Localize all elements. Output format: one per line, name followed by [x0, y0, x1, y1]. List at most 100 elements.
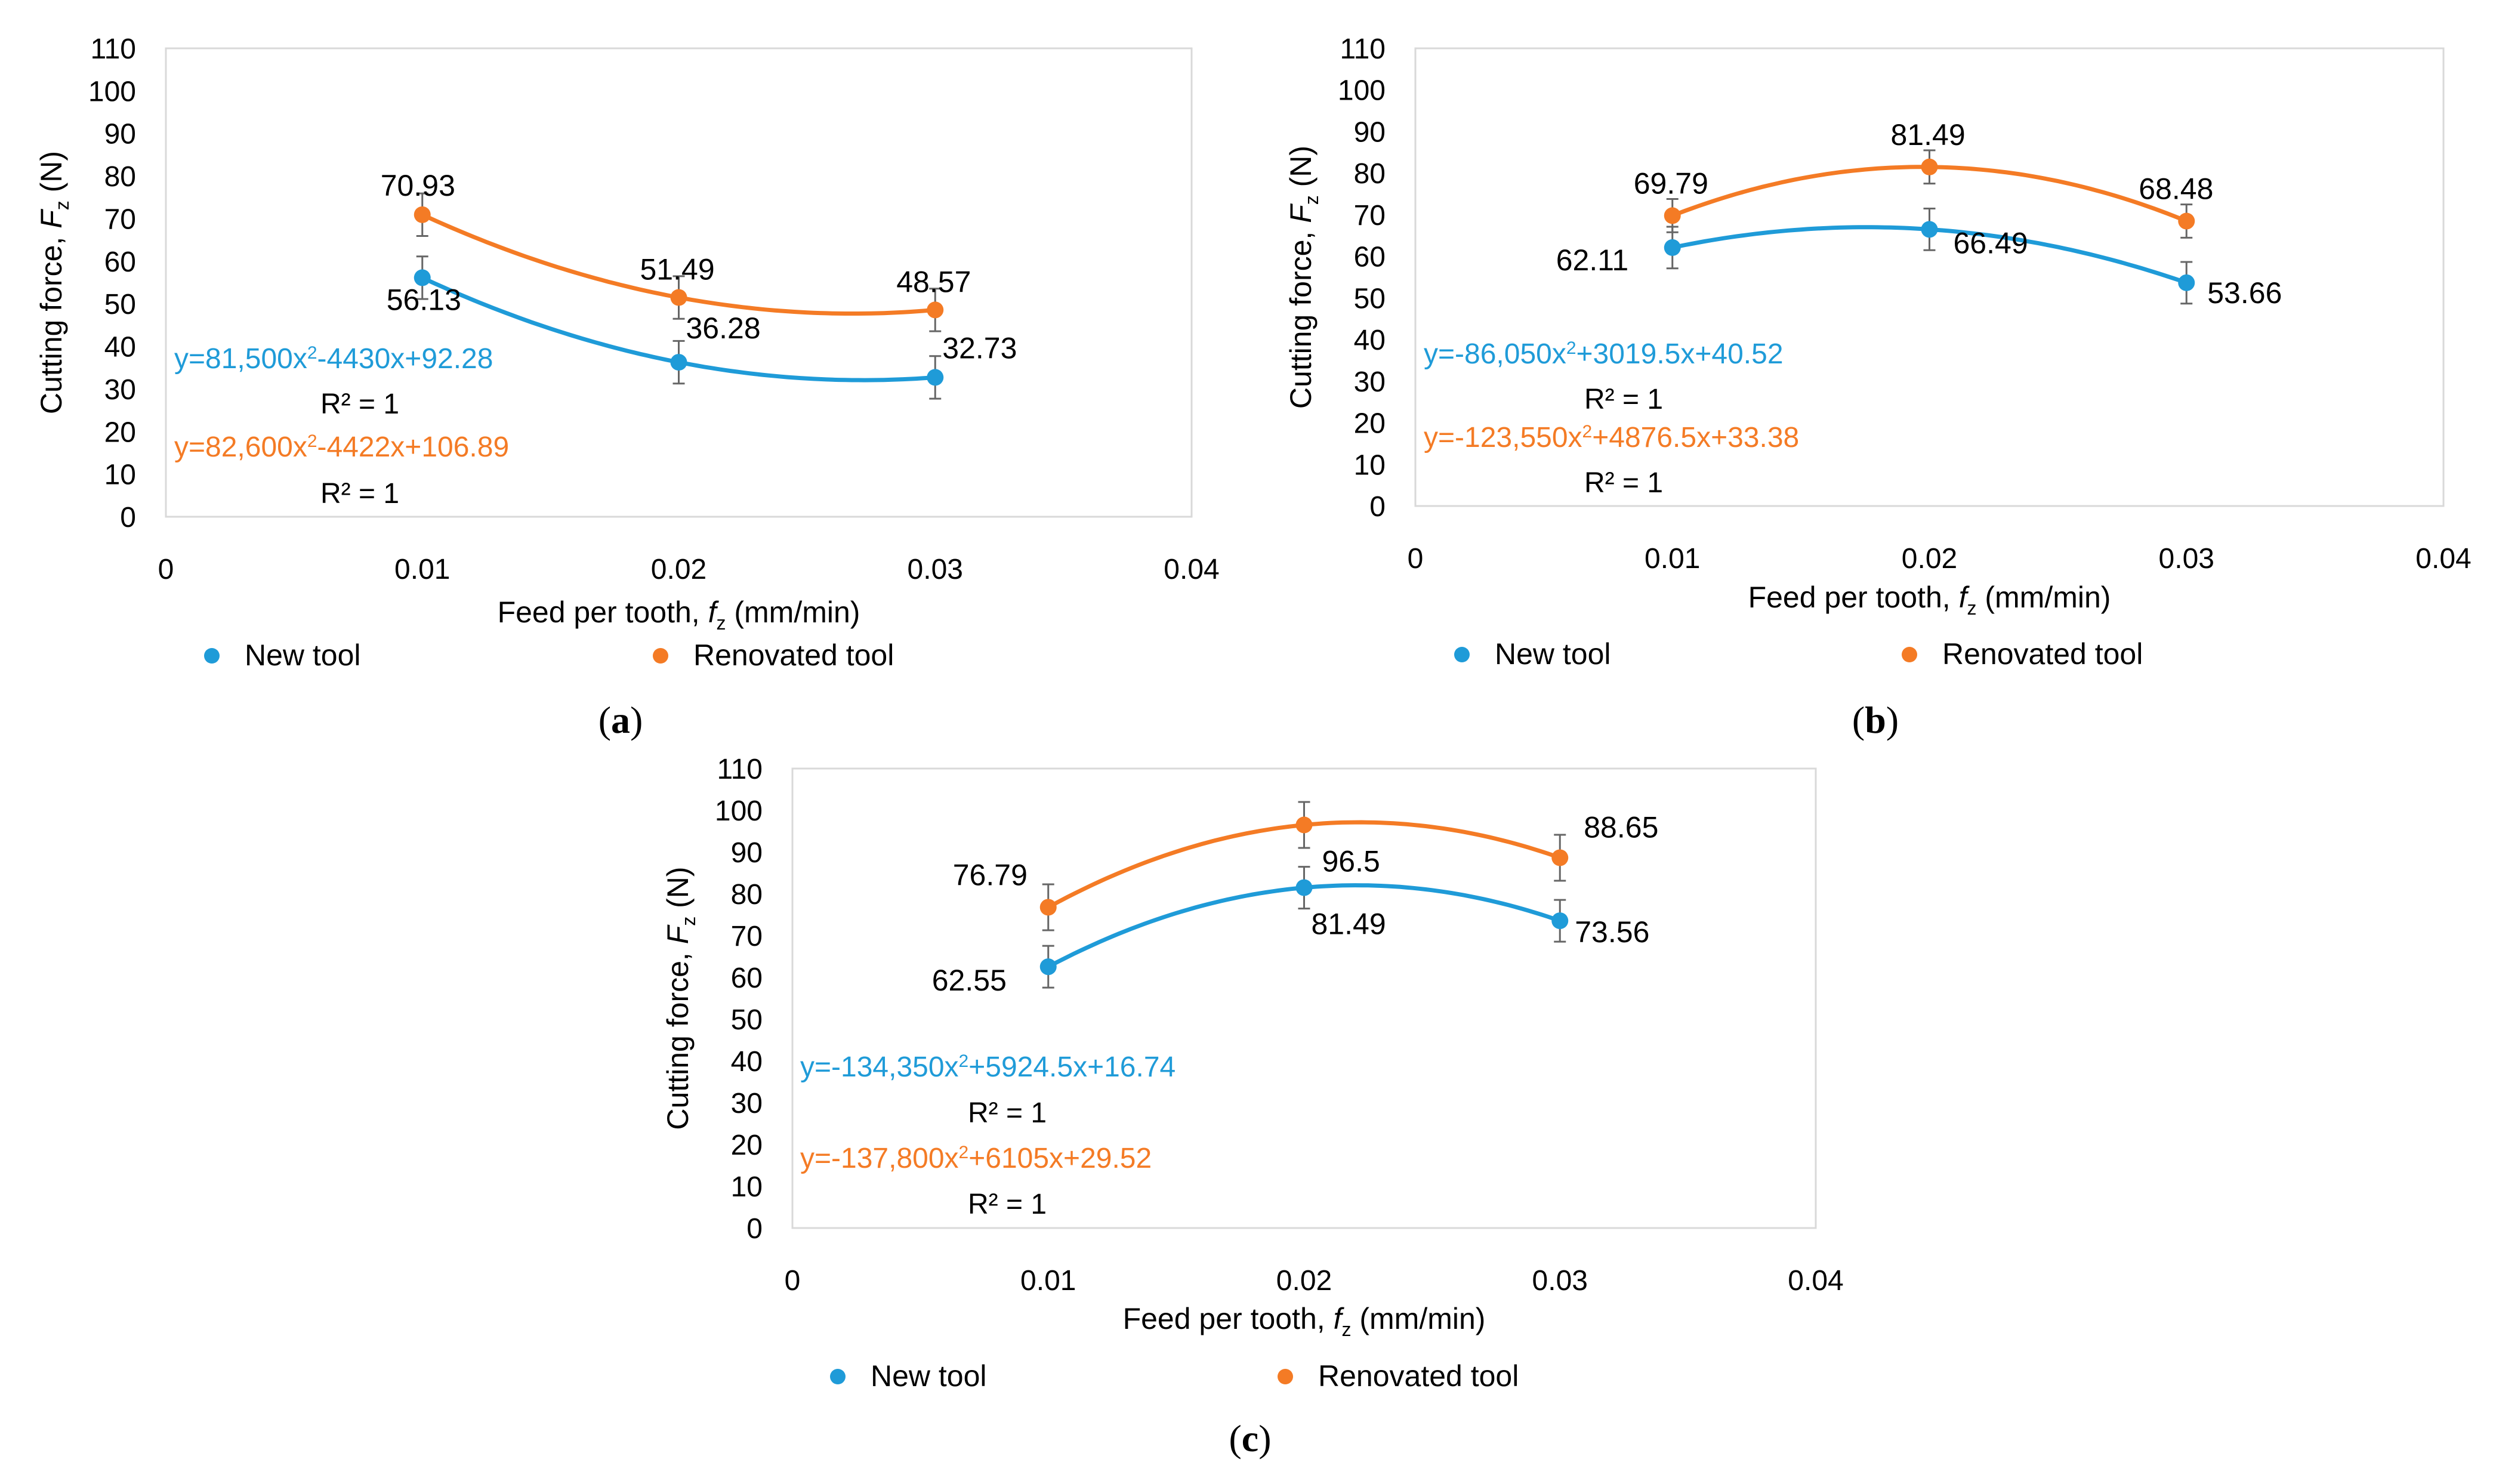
y-axis-title-subscript: z — [678, 917, 699, 926]
x-tick-label: 0.04 — [1788, 1265, 1843, 1297]
y-axis-title: Cutting force, Fz (N) — [661, 866, 699, 1130]
series-renovated-tool: 76.79 96.588.65y=-137,800x2+6105x+29.52R²… — [800, 801, 1658, 1220]
data-label: 62.11 — [1556, 243, 1628, 277]
equation-part: y=-86,050x — [1424, 338, 1566, 370]
x-tick-label: 0.01 — [1020, 1265, 1076, 1297]
panel-label-paren: ) — [1886, 699, 1899, 741]
panel-label-paren: ( — [598, 699, 611, 741]
x-tick-label: 0.02 — [1902, 543, 1957, 575]
equation-superscript: 2 — [959, 1051, 969, 1071]
y-tick-label: 70 — [1354, 200, 1386, 232]
legend-marker-renovated-tool — [1902, 647, 1917, 662]
x-axis-title-units: (mm/min) — [1351, 1302, 1485, 1335]
y-tick-label: 40 — [104, 332, 136, 363]
legend: New tool Renovated tool — [204, 638, 894, 672]
panel-label-paren: ( — [1229, 1417, 1241, 1460]
chart-panel-c: 0 10 20 30 40 50 60 70 80 90 100 110 0 0.01 0.02 0.03 0.… — [661, 754, 1844, 1460]
panel-label: (a) — [598, 699, 643, 741]
data-label: 53.66 — [2207, 276, 2282, 310]
y-axis-title-symbol: F — [35, 209, 68, 229]
r-squared: R² = 1 — [968, 1097, 1047, 1129]
data-label: 32.73 — [942, 331, 1017, 365]
equation-superscript: 2 — [1566, 338, 1576, 358]
x-axis-title: Feed per tooth, fz (mm/min) — [498, 596, 860, 634]
y-axis-title-text: Cutting force, — [661, 944, 695, 1130]
series-new-tool: 56.13 36.28 32.73 y=81,500x2-4430x+92.28 R² … — [174, 255, 1017, 420]
data-point — [1295, 816, 1313, 834]
y-tick-label: 100 — [1338, 75, 1386, 107]
y-tick-label: 30 — [731, 1088, 763, 1119]
series-new-tool: 62.11 66.49 53.66 y=-86,050x2+3019.5x+40.52… — [1424, 208, 2282, 415]
x-axis-title-units: (mm/min) — [726, 596, 860, 629]
equation-part: +3019.5x+40.52 — [1576, 338, 1784, 370]
chart-panel-b: 0 10 20 30 40 50 60 70 80 90 100 110 0 0.01 0.02 0.03 0.… — [1284, 33, 2472, 741]
equation-superscript: 2 — [959, 1143, 969, 1162]
data-label: 48.57 — [896, 265, 971, 298]
y-tick-label: 90 — [731, 837, 763, 869]
data-label: 73.56 — [1575, 915, 1649, 949]
y-tick-label: 30 — [104, 374, 136, 406]
data-label: 66.49 — [1954, 226, 2028, 260]
y-tick-label: 100 — [715, 795, 763, 827]
x-tick-label: 0.03 — [908, 554, 963, 585]
y-tick-label: 70 — [731, 921, 763, 952]
equation-part: +6105x+29.52 — [968, 1143, 1152, 1174]
data-point — [1039, 958, 1057, 976]
x-tick-label: 0 — [1408, 543, 1424, 575]
equation-superscript: 2 — [1582, 422, 1593, 442]
equation-part: +5924.5x+16.74 — [968, 1051, 1176, 1083]
x-axis-title-units: (mm/min) — [1976, 581, 2111, 614]
equation-part: +4876.5x+33.38 — [1592, 422, 1799, 453]
r-squared: R² = 1 — [320, 478, 399, 510]
equation-part: y=-123,550x — [1424, 422, 1582, 453]
y-tick-label: 40 — [731, 1046, 763, 1078]
x-tick-label: 0.01 — [1645, 543, 1700, 575]
data-label: 69.79 — [1634, 166, 1708, 200]
x-tick-label: 0.03 — [1532, 1265, 1588, 1297]
data-label: 51.49 — [640, 253, 715, 286]
y-axis-title-units: (N) — [661, 866, 695, 916]
x-axis-title: Feed per tooth, fz (mm/min) — [1123, 1302, 1486, 1340]
trendline-equation: y=82,600x2-4422x+106.89 — [174, 431, 509, 464]
panel-label-letter: a — [611, 699, 630, 741]
x-axis-title-subscript: z — [1341, 1319, 1351, 1340]
trendline-equation: y=-137,800x2+6105x+29.52 — [800, 1143, 1152, 1175]
panel-label: (b) — [1852, 699, 1899, 741]
equation-superscript: 2 — [307, 343, 317, 363]
equation-superscript: 2 — [307, 431, 317, 451]
y-tick-label: 10 — [1354, 449, 1386, 481]
y-tick-label: 20 — [731, 1130, 763, 1161]
x-tick-label: 0.01 — [394, 554, 450, 585]
y-axis-title-units: (N) — [1284, 146, 1318, 195]
data-point — [1921, 221, 1938, 238]
panel-label-paren: ) — [630, 699, 643, 741]
r-squared: R² = 1 — [1584, 467, 1663, 499]
trendline-equation: y=81,500x2-4430x+92.28 — [174, 343, 493, 375]
r-squared: R² = 1 — [968, 1189, 1047, 1220]
x-tick-label: 0.03 — [2159, 543, 2214, 575]
legend-marker-new-tool — [830, 1369, 846, 1384]
panel-label-paren: ( — [1852, 699, 1865, 741]
series-new-tool: 62.55 81.49 73.56 y=-134,350x2+5924.5x+16.7… — [800, 866, 1649, 1129]
y-tick-label: 110 — [717, 754, 763, 785]
legend: New tool Renovated tool — [830, 1359, 1519, 1393]
y-tick-label: 110 — [90, 33, 136, 65]
y-tick-label: 50 — [731, 1004, 763, 1036]
x-axis-title-subscript: z — [1967, 597, 1976, 619]
data-point — [414, 269, 431, 286]
data-label: 36.28 — [686, 311, 761, 345]
y-tick-label: 0 — [746, 1213, 763, 1245]
x-tick-label: 0 — [158, 554, 174, 585]
data-point — [2178, 212, 2195, 230]
data-point — [670, 354, 687, 371]
legend-marker-new-tool — [1454, 647, 1470, 662]
data-label: 56.13 — [387, 283, 461, 316]
y-tick-label: 40 — [1354, 325, 1386, 356]
y-axis-title-subscript: z — [1301, 195, 1322, 205]
legend-label-new-tool: New tool — [871, 1359, 987, 1393]
trendline-equation: y=-86,050x2+3019.5x+40.52 — [1424, 338, 1784, 371]
y-axis-title-subscript: z — [51, 200, 73, 210]
y-tick-label: 90 — [104, 119, 136, 150]
x-tick-label: 0.04 — [2415, 543, 2471, 575]
